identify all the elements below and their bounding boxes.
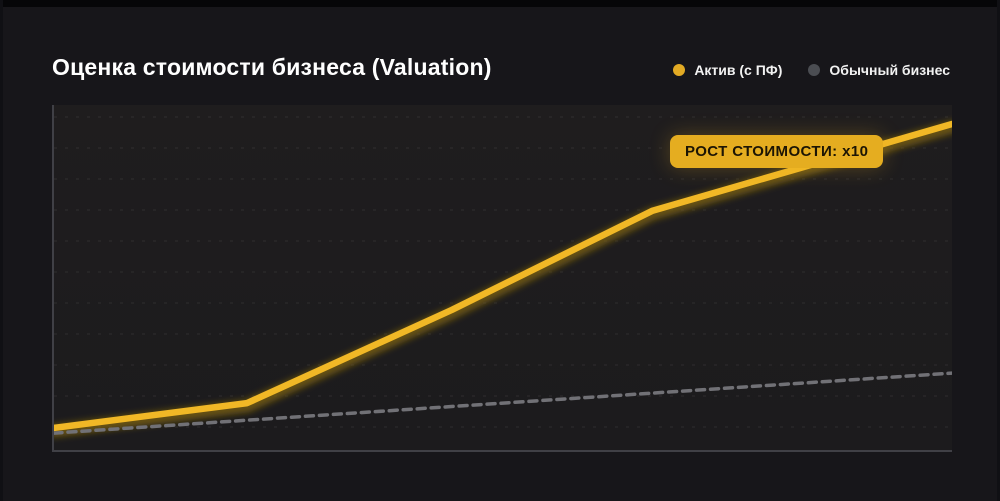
window-right-edge bbox=[997, 0, 1000, 501]
legend-dot-gray-icon bbox=[808, 64, 821, 76]
chart-legend: Актив (с ПФ) Обычный бизнес bbox=[673, 62, 950, 78]
legend-label-asset: Актив (с ПФ) bbox=[694, 62, 783, 78]
legend-item-ordinary: Обычный бизнес bbox=[808, 62, 950, 78]
window-top-edge bbox=[0, 0, 1000, 7]
legend-label-ordinary: Обычный бизнес bbox=[829, 62, 950, 78]
series-lines bbox=[54, 120, 952, 438]
legend-item-asset: Актив (с ПФ) bbox=[673, 62, 782, 78]
growth-annotation-badge: РОСТ СТОИМОСТИ: x10 bbox=[670, 135, 884, 168]
legend-dot-yellow-icon bbox=[673, 64, 686, 76]
page-title: Оценка стоимости бизнеса (Valuation) bbox=[52, 54, 492, 80]
window-left-edge bbox=[0, 0, 3, 501]
